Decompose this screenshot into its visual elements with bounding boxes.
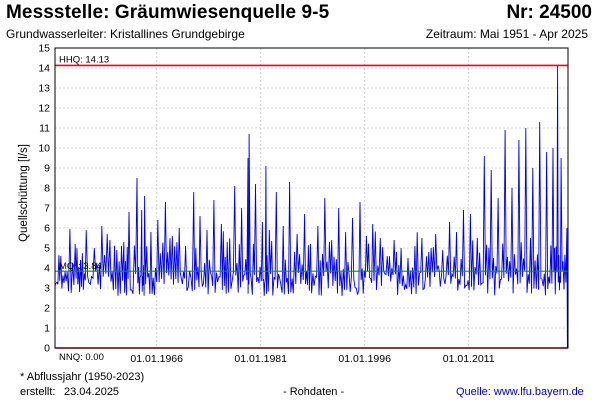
- reference-line-label: HHQ: 14.13: [59, 54, 109, 65]
- series-line: [54, 65, 568, 349]
- footnote: * Abflussjahr (1950-2023): [20, 371, 145, 383]
- created-date: 23.04.2025: [64, 386, 120, 398]
- y-tick-label: 9: [44, 163, 50, 175]
- period-label: Zeitraum: Mai 1951 - Apr 2025: [425, 27, 588, 41]
- y-tick-label: 10: [38, 143, 50, 155]
- x-tick-label: 01.01.1996: [338, 353, 391, 365]
- reference-line-label: MQ*: 3.84: [59, 261, 102, 272]
- x-tick-label: 01.01.1966: [130, 353, 183, 365]
- y-tick-label: 13: [38, 83, 50, 95]
- source[interactable]: Quelle: www.lfu.bayern.de: [456, 386, 584, 398]
- created-label: erstellt:: [20, 386, 56, 398]
- y-tick-label: 1: [44, 323, 50, 335]
- y-tick-label: 5: [44, 243, 50, 255]
- x-tick-label: 01.01.2011: [443, 353, 495, 365]
- y-tick-label: 3: [44, 283, 50, 295]
- y-tick-label: 6: [44, 223, 50, 235]
- y-tick-label: 12: [38, 103, 50, 115]
- y-tick-label: 8: [44, 183, 50, 195]
- y-tick-label: 2: [44, 303, 50, 315]
- series-layer: [54, 65, 568, 349]
- source-label: Quelle:: [456, 386, 491, 398]
- chart-title: Messstelle: Gräumwiesenquelle 9-5: [6, 2, 330, 23]
- station-number: Nr: 24500: [506, 2, 592, 23]
- reference-line-label: NNQ: 0.00: [59, 352, 104, 363]
- aquifer-label: Grundwasserleiter: Kristallines Grundgeb…: [6, 27, 245, 41]
- raw-data-label: - Rohdaten -: [283, 386, 345, 398]
- y-tick-label: 0: [44, 343, 50, 355]
- y-axis-label: Quellschüttung [l/s]: [18, 144, 30, 242]
- source-link[interactable]: www.lfu.bayern.de: [493, 386, 584, 398]
- y-tick-label: 7: [44, 203, 50, 215]
- x-tick-label: 01.01.1981: [234, 353, 287, 365]
- grid: [55, 47, 568, 349]
- plot-frame: [54, 47, 569, 349]
- y-tick-label: 14: [38, 63, 50, 75]
- y-tick-label: 4: [44, 263, 50, 275]
- y-tick-label: 15: [38, 43, 50, 55]
- y-tick-label: 11: [39, 123, 50, 135]
